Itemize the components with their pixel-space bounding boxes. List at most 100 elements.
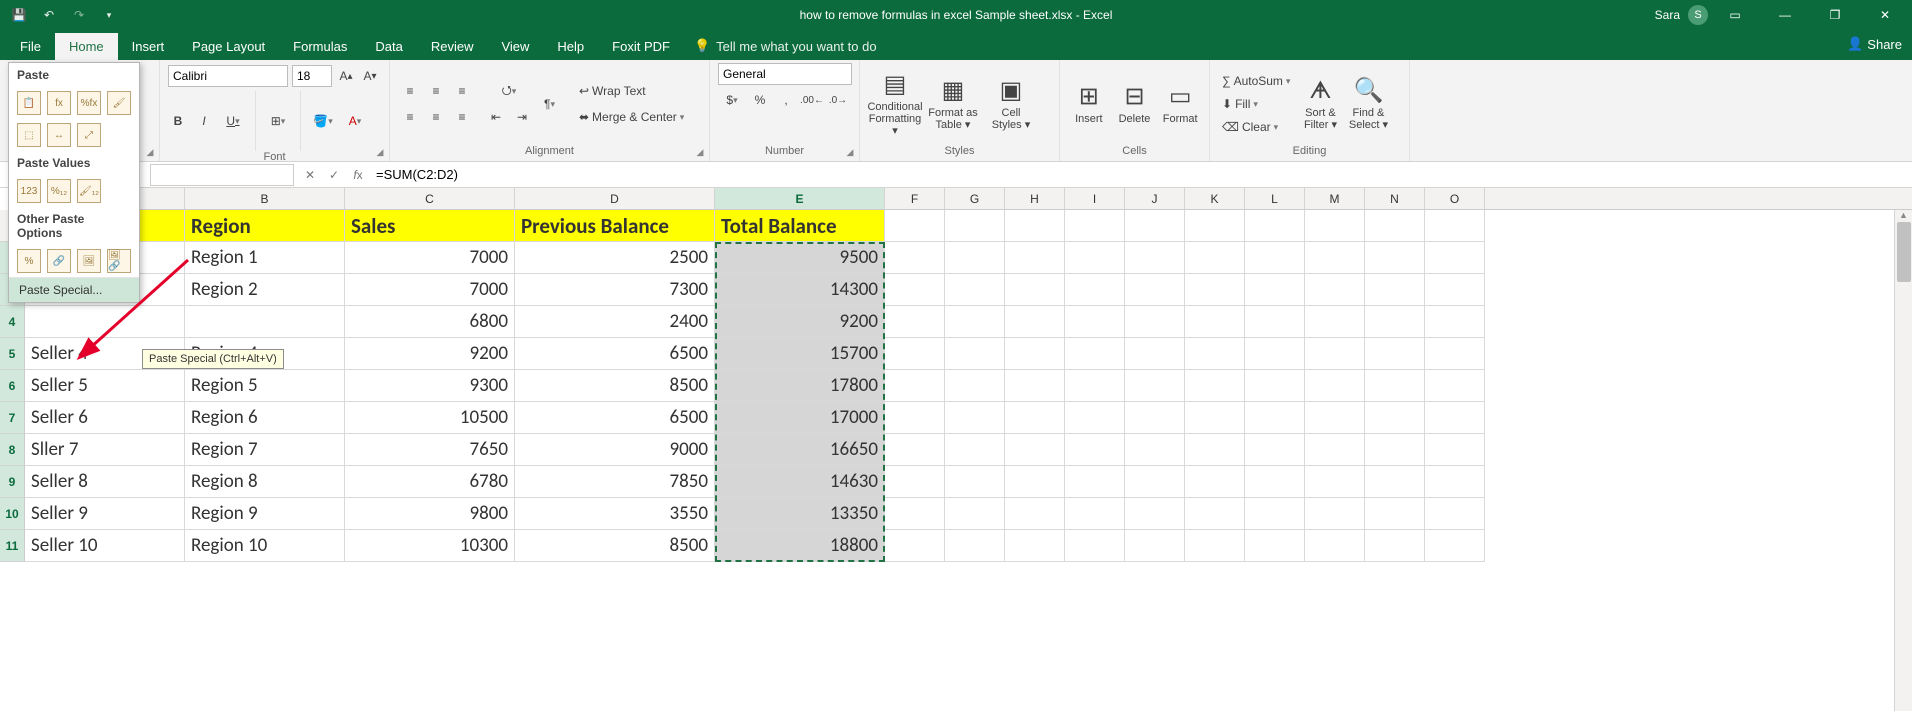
percent-button[interactable]: %: [748, 89, 772, 111]
bold-button[interactable]: B: [168, 114, 188, 128]
cell[interactable]: Sller 7: [25, 434, 185, 466]
col-header-J[interactable]: J: [1125, 188, 1185, 209]
row-header[interactable]: 10: [0, 498, 25, 530]
underline-button[interactable]: U: [220, 114, 246, 128]
cell[interactable]: 3550: [515, 498, 715, 530]
vertical-scrollbar[interactable]: ▲: [1894, 210, 1912, 711]
ribbon-display-icon[interactable]: ▭: [1712, 0, 1758, 30]
cell[interactable]: [1065, 274, 1125, 306]
tab-view[interactable]: View: [487, 33, 543, 60]
user-avatar[interactable]: S: [1688, 5, 1708, 25]
paste-formulas-icon[interactable]: fx: [47, 91, 71, 115]
cell[interactable]: [1125, 530, 1185, 562]
cell[interactable]: [1185, 242, 1245, 274]
cell[interactable]: 10500: [345, 402, 515, 434]
cell[interactable]: [1005, 338, 1065, 370]
share-button[interactable]: 👤 Share: [1847, 36, 1902, 52]
cell[interactable]: [1245, 338, 1305, 370]
cell[interactable]: 18800: [715, 530, 885, 562]
alignment-launcher-icon[interactable]: ◢: [693, 145, 707, 159]
cell[interactable]: [1005, 434, 1065, 466]
cell[interactable]: Seller 9: [25, 498, 185, 530]
cell[interactable]: Seller 8: [25, 466, 185, 498]
cell[interactable]: 2500: [515, 242, 715, 274]
cell[interactable]: 6800: [345, 306, 515, 338]
increase-indent-icon[interactable]: ⇥: [510, 106, 534, 128]
cell[interactable]: [1065, 498, 1125, 530]
cell[interactable]: Region 10: [185, 530, 345, 562]
font-name-combo[interactable]: [168, 65, 288, 87]
cell[interactable]: [885, 210, 945, 242]
fx-icon[interactable]: fx: [346, 168, 370, 182]
cell[interactable]: [1245, 498, 1305, 530]
cell[interactable]: [1005, 370, 1065, 402]
cell[interactable]: [945, 402, 1005, 434]
row-header[interactable]: 4: [0, 306, 25, 338]
cell[interactable]: [1365, 530, 1425, 562]
orientation-button[interactable]: ⭯: [484, 81, 534, 102]
find-select-button[interactable]: 🔍Find &Select ▾: [1346, 77, 1390, 131]
cell[interactable]: 7850: [515, 466, 715, 498]
col-header-N[interactable]: N: [1365, 188, 1425, 209]
insert-cells-button[interactable]: ⊞Insert: [1068, 83, 1110, 125]
col-header-M[interactable]: M: [1305, 188, 1365, 209]
borders-button[interactable]: ⊞: [265, 114, 291, 128]
conditional-formatting-button[interactable]: ▤ConditionalFormatting ▾: [868, 71, 922, 137]
cell[interactable]: 8500: [515, 370, 715, 402]
cell[interactable]: [1185, 402, 1245, 434]
cell[interactable]: [1125, 210, 1185, 242]
cell[interactable]: [1125, 338, 1185, 370]
cell[interactable]: Previous Balance: [515, 210, 715, 242]
decrease-indent-icon[interactable]: ⇤: [484, 106, 508, 128]
cell[interactable]: [945, 274, 1005, 306]
align-center-icon[interactable]: ≡: [424, 106, 448, 128]
cell[interactable]: 9800: [345, 498, 515, 530]
paste-special-item[interactable]: Paste Special...: [9, 277, 139, 302]
cell[interactable]: [1245, 530, 1305, 562]
format-as-table-button[interactable]: ▦Format asTable ▾: [926, 77, 980, 131]
cell[interactable]: 17800: [715, 370, 885, 402]
delete-cells-button[interactable]: ⊟Delete: [1114, 83, 1156, 125]
redo-icon[interactable]: ↷: [66, 2, 92, 28]
paste-values-source-icon[interactable]: 🖌₁₂: [77, 179, 101, 203]
qat-customize-icon[interactable]: ▾: [96, 2, 122, 28]
cell[interactable]: [1305, 338, 1365, 370]
font-size-combo[interactable]: [292, 65, 332, 87]
clipboard-launcher-icon[interactable]: ◢: [143, 145, 157, 159]
cell[interactable]: 14300: [715, 274, 885, 306]
cell[interactable]: Region 6: [185, 402, 345, 434]
paste-formulas-numfmt-icon[interactable]: %fx: [77, 91, 101, 115]
close-icon[interactable]: ✕: [1862, 0, 1908, 30]
cell[interactable]: 7000: [345, 242, 515, 274]
cell[interactable]: [1005, 306, 1065, 338]
number-format-combo[interactable]: [718, 63, 852, 85]
cell[interactable]: [1005, 210, 1065, 242]
paste-keep-widths-icon[interactable]: ↔: [47, 123, 71, 147]
col-header-F[interactable]: F: [885, 188, 945, 209]
cell[interactable]: [1125, 370, 1185, 402]
cell[interactable]: [945, 306, 1005, 338]
col-header-I[interactable]: I: [1065, 188, 1125, 209]
cell[interactable]: 9300: [345, 370, 515, 402]
tab-review[interactable]: Review: [417, 33, 488, 60]
cell[interactable]: [885, 466, 945, 498]
cell[interactable]: [1425, 338, 1485, 370]
cell[interactable]: [1125, 306, 1185, 338]
row-header[interactable]: 9: [0, 466, 25, 498]
col-header-D[interactable]: D: [515, 188, 715, 209]
increase-decimal-icon[interactable]: .00←: [800, 89, 824, 111]
cell[interactable]: [1365, 402, 1425, 434]
cell[interactable]: [885, 274, 945, 306]
cell[interactable]: [885, 306, 945, 338]
tab-formulas[interactable]: Formulas: [279, 33, 361, 60]
cell[interactable]: Region 9: [185, 498, 345, 530]
font-color-button[interactable]: A: [342, 114, 368, 128]
tell-me-search[interactable]: 💡 Tell me what you want to do: [684, 32, 887, 60]
cell[interactable]: [885, 530, 945, 562]
cell[interactable]: Region: [185, 210, 345, 242]
maximize-icon[interactable]: ❐: [1812, 0, 1858, 30]
cell[interactable]: [1425, 402, 1485, 434]
cell[interactable]: [1305, 370, 1365, 402]
cell[interactable]: 9500: [715, 242, 885, 274]
scroll-thumb[interactable]: [1897, 222, 1911, 282]
